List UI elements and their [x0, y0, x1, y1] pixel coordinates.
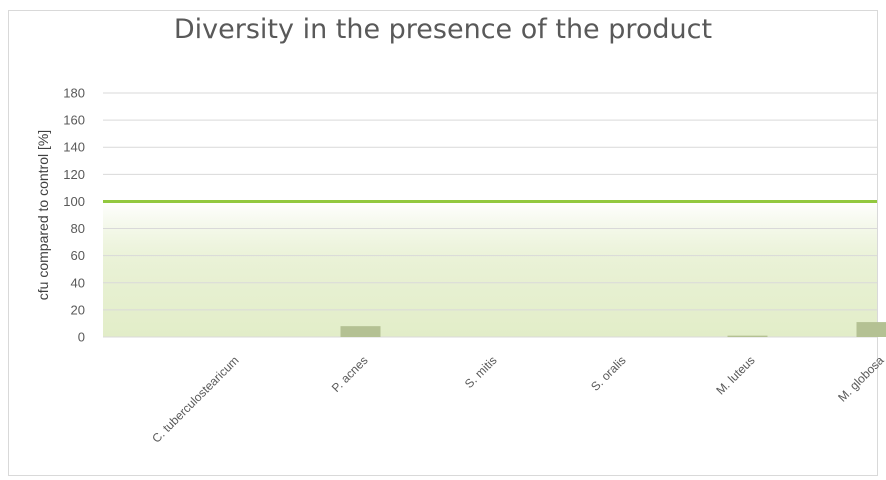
chart-title: Diversity in the presence of the product	[173, 14, 713, 45]
x-category-label: M. luteus	[713, 353, 757, 397]
y-tick-label: 160	[63, 113, 85, 128]
bar	[727, 335, 768, 337]
bar	[856, 322, 886, 337]
y-tick-label: 120	[63, 167, 85, 182]
x-category-label: C. tuberculostearicum	[149, 353, 241, 445]
y-tick-label: 100	[63, 194, 85, 209]
y-tick-label: 60	[71, 248, 85, 263]
x-category-label: S. oralis	[588, 353, 629, 394]
y-tick-label: 180	[63, 86, 85, 101]
x-category-label: P. acnes	[329, 353, 371, 395]
shaded-band	[103, 201, 877, 337]
y-tick-label: 40	[71, 275, 85, 290]
y-tick-label: 80	[71, 221, 85, 236]
y-tick-label: 20	[71, 302, 85, 317]
y-tick-label: 0	[78, 330, 85, 345]
y-tick-label: 140	[63, 140, 85, 155]
x-category-label: M. globosa	[835, 353, 886, 405]
bar	[340, 326, 381, 337]
x-category-label: S. mitis	[462, 353, 500, 391]
